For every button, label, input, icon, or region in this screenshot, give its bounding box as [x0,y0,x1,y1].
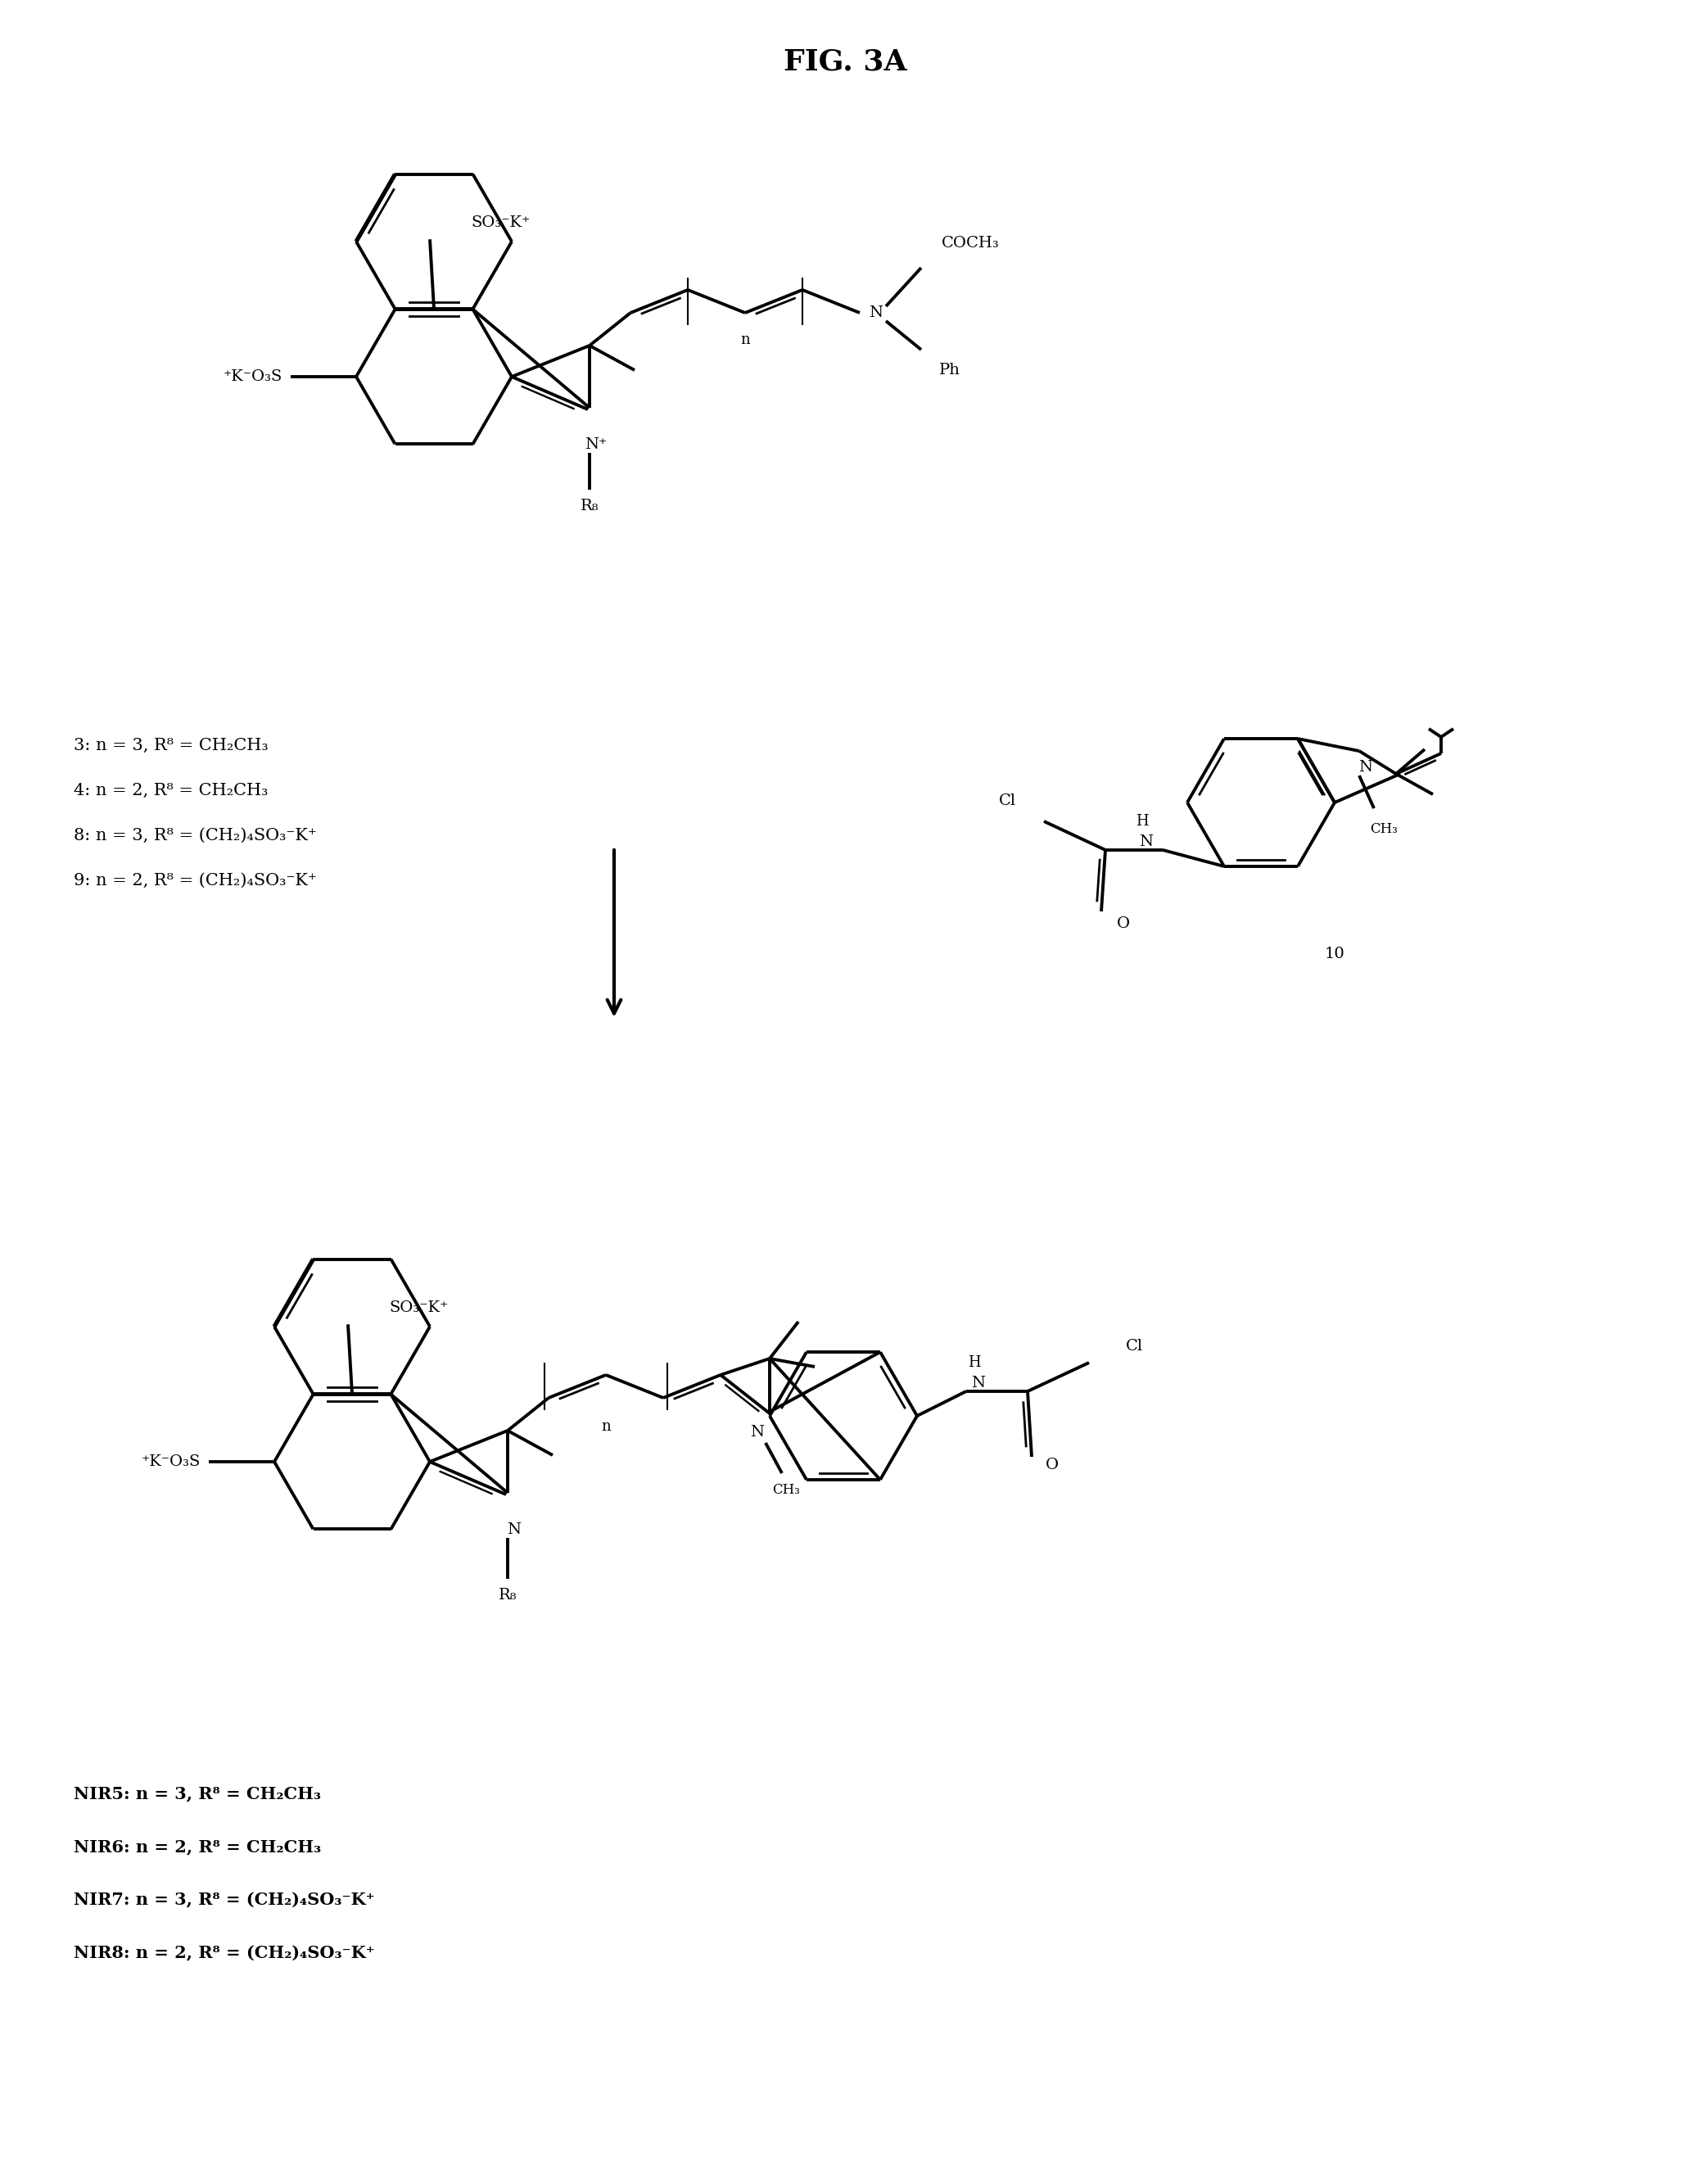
Text: R₈: R₈ [580,498,598,513]
Text: n: n [602,1420,610,1435]
Text: NIR6: n = 2, R⁸ = CH₂CH₃: NIR6: n = 2, R⁸ = CH₂CH₃ [74,1839,321,1854]
Text: SO₃⁻K⁺: SO₃⁻K⁺ [389,1302,448,1315]
Text: 8: n = 3, R⁸ = (CH₂)₄SO₃⁻K⁺: 8: n = 3, R⁸ = (CH₂)₄SO₃⁻K⁺ [74,828,316,843]
Text: Cl: Cl [1126,1339,1142,1354]
Text: N: N [507,1522,521,1538]
Text: Cl: Cl [999,793,1016,808]
Text: N: N [750,1424,764,1439]
Text: ⁺K⁻O₃S: ⁺K⁻O₃S [223,369,282,384]
Text: Ph: Ph [940,363,960,378]
Text: N: N [972,1376,985,1391]
Text: H: H [968,1356,980,1369]
Text: CH₃: CH₃ [772,1483,799,1498]
Text: O: O [1117,917,1131,930]
Text: 4: n = 2, R⁸ = CH₂CH₃: 4: n = 2, R⁸ = CH₂CH₃ [74,782,269,797]
Text: SO₃⁻K⁺: SO₃⁻K⁺ [472,216,531,229]
Text: FIG. 3A: FIG. 3A [784,48,906,74]
Text: COCH₃: COCH₃ [941,236,999,251]
Text: N: N [1139,834,1153,850]
Text: 9: n = 2, R⁸ = (CH₂)₄SO₃⁻K⁺: 9: n = 2, R⁸ = (CH₂)₄SO₃⁻K⁺ [74,874,316,889]
Text: R₈: R₈ [499,1588,517,1603]
Text: N: N [1359,760,1372,775]
Text: ⁺K⁻O₃S: ⁺K⁻O₃S [142,1455,201,1470]
Text: NIR7: n = 3, R⁸ = (CH₂)₄SO₃⁻K⁺: NIR7: n = 3, R⁸ = (CH₂)₄SO₃⁻K⁺ [74,1891,375,1909]
Text: NIR8: n = 2, R⁸ = (CH₂)₄SO₃⁻K⁺: NIR8: n = 2, R⁸ = (CH₂)₄SO₃⁻K⁺ [74,1946,375,1961]
Text: CH₃: CH₃ [1371,821,1398,836]
Text: 10: 10 [1325,946,1345,961]
Text: 3: n = 3, R⁸ = CH₂CH₃: 3: n = 3, R⁸ = CH₂CH₃ [74,738,269,753]
Text: NIR5: n = 3, R⁸ = CH₂CH₃: NIR5: n = 3, R⁸ = CH₂CH₃ [74,1784,321,1802]
Text: O: O [1046,1457,1058,1472]
Text: N: N [869,306,884,321]
Text: H: H [1136,815,1149,828]
Text: N⁺: N⁺ [585,437,607,452]
Text: n: n [740,332,750,347]
